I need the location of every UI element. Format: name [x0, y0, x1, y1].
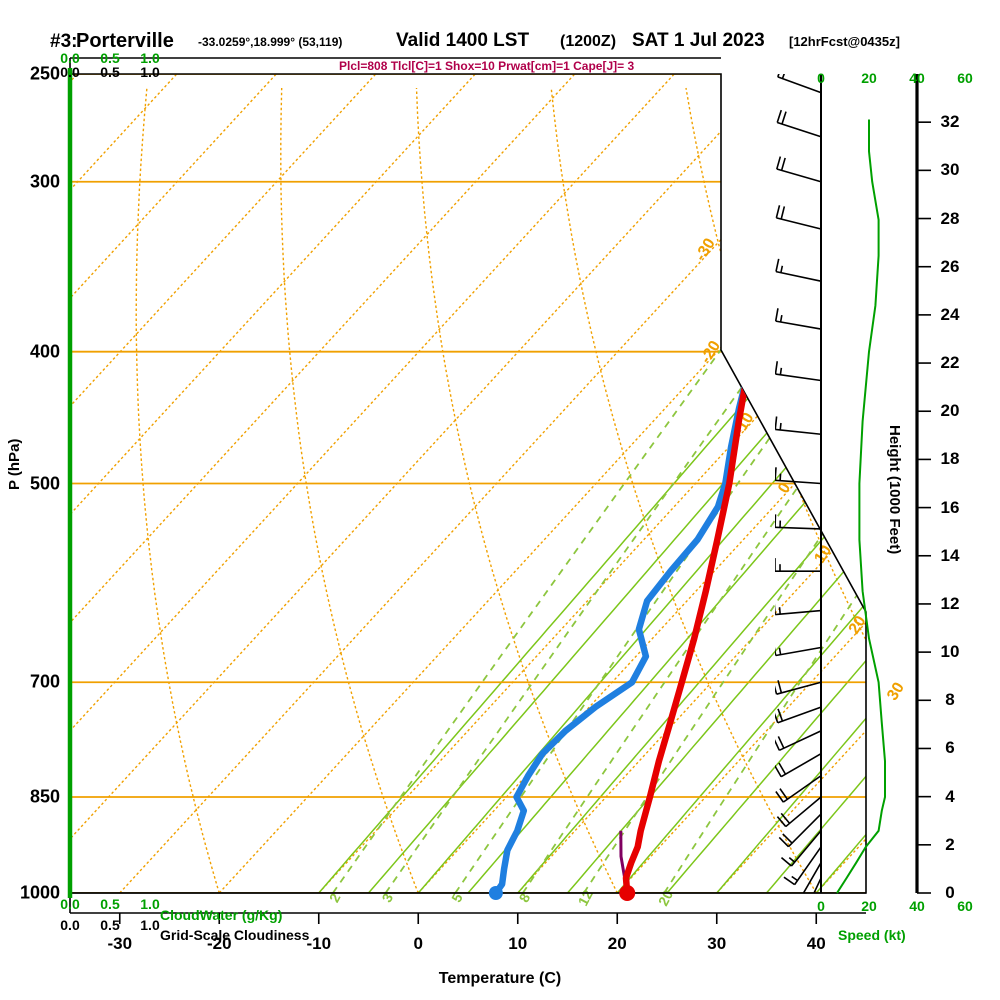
height-tick-20: 20 [940, 401, 960, 421]
svg-text:-20: -20 [697, 338, 724, 367]
forecast-tag: [12hrFcst@0435z] [789, 34, 900, 49]
wind-barbs [775, 74, 822, 893]
cloudiness-axis-label: Grid-Scale Cloudiness [160, 927, 310, 943]
speed-top-60: 60 [957, 70, 973, 86]
height-tick-16: 16 [940, 497, 960, 517]
valid-time: Valid 1400 LST [396, 30, 530, 51]
speed-top-40: 40 [909, 70, 925, 86]
speed-bot-60: 60 [957, 898, 973, 914]
cl-bot-0.0: 0.0 [60, 917, 80, 933]
height-tick-18: 18 [940, 449, 960, 469]
pressure-tick-300: 300 [29, 171, 60, 192]
surface-temperature-dot [619, 885, 636, 901]
height-tick-0: 0 [945, 883, 955, 902]
height-tick-10: 10 [940, 642, 960, 662]
stability-indices: Plcl=808 Tlcl[C]=1 Shox=10 Prwat[cm]=1 C… [339, 59, 635, 73]
cl-top-1.0: 1.0 [140, 64, 160, 80]
svg-text:30: 30 [884, 679, 908, 703]
cw-bot-1.0: 1.0 [140, 896, 160, 912]
temperature-tick--20: -20 [206, 934, 232, 953]
speed-top-0: 0 [817, 70, 825, 86]
svg-text:10: 10 [811, 542, 835, 566]
height-tick-2: 2 [945, 834, 955, 854]
cw-bot-0.0: 0.0 [60, 896, 80, 912]
height-axis-label: Height (1000 Feet) [886, 425, 903, 555]
temperature-tick-40: 40 [806, 934, 826, 953]
height-tick-22: 22 [940, 353, 960, 373]
height-tick-32: 32 [940, 112, 960, 132]
cl-top-0.5: 0.5 [100, 64, 120, 80]
svg-text:-30: -30 [692, 235, 719, 264]
speed-bot-20: 20 [861, 898, 877, 914]
temperature-tick-30: 30 [707, 934, 727, 953]
pressure-tick-1000: 1000 [19, 882, 60, 903]
height-ticks [917, 121, 931, 894]
station-coords: -33.0259°,18.999° (53,119) [198, 35, 343, 49]
cl-bot-0.5: 0.5 [100, 917, 120, 933]
temperature-ticks [118, 913, 818, 924]
cw-top-0.0: 0.0 [60, 50, 80, 66]
temperature-tick-10: 10 [508, 934, 528, 953]
valid-time-utc: (1200Z) [560, 33, 617, 50]
cw-top-0.5: 0.5 [100, 50, 120, 66]
cw-bot-0.5: 0.5 [100, 896, 120, 912]
surface-dewpoint-dot [488, 886, 503, 900]
station-name: Porterville [76, 30, 174, 52]
speed-bot-0: 0 [817, 898, 825, 914]
pressure-axis-label: P (hPa) [6, 438, 23, 490]
station-id: #3: [50, 31, 78, 52]
speed-bot-40: 40 [909, 898, 925, 914]
pressure-tick-400: 400 [29, 341, 60, 362]
pressure-tick-500: 500 [29, 473, 60, 493]
temperature-axis-label: Temperature (C) [438, 970, 562, 987]
height-tick-6: 6 [945, 738, 955, 758]
height-tick-4: 4 [945, 786, 955, 806]
height-tick-28: 28 [940, 208, 960, 228]
pressure-tick-850: 850 [29, 786, 60, 807]
svg-text:12: 12 [575, 887, 597, 908]
temperature-tick--10: -10 [306, 934, 332, 953]
cl-top-0.0: 0.0 [60, 64, 80, 80]
temperature-curve [622, 116, 793, 893]
wind-speed-curve [836, 119, 886, 894]
svg-text:20: 20 [846, 613, 870, 637]
grid-lines [70, 74, 866, 893]
cw-top-1.0: 1.0 [140, 50, 160, 66]
pressure-tick-700: 700 [29, 671, 60, 692]
svg-text:0: 0 [775, 480, 794, 497]
cl-bot-1.0: 1.0 [140, 917, 160, 933]
speed-axis-label: Speed (kt) [838, 927, 906, 943]
pressure-tick-250: 250 [29, 63, 60, 84]
height-tick-24: 24 [940, 304, 960, 324]
cloudwater-axis-label: CloudWater (g/Kg) [160, 907, 283, 923]
temperature-tick--30: -30 [107, 934, 133, 953]
height-tick-12: 12 [940, 593, 960, 613]
height-tick-30: 30 [940, 160, 960, 180]
height-tick-26: 26 [940, 256, 960, 276]
height-tick-14: 14 [940, 545, 960, 565]
temperature-tick-0: 0 [413, 934, 423, 953]
height-tick-8: 8 [945, 690, 955, 710]
valid-date: SAT 1 Jul 2023 [632, 30, 765, 51]
speed-top-20: 20 [861, 70, 877, 86]
svg-text:20: 20 [655, 887, 677, 908]
temperature-tick-20: 20 [607, 934, 627, 953]
